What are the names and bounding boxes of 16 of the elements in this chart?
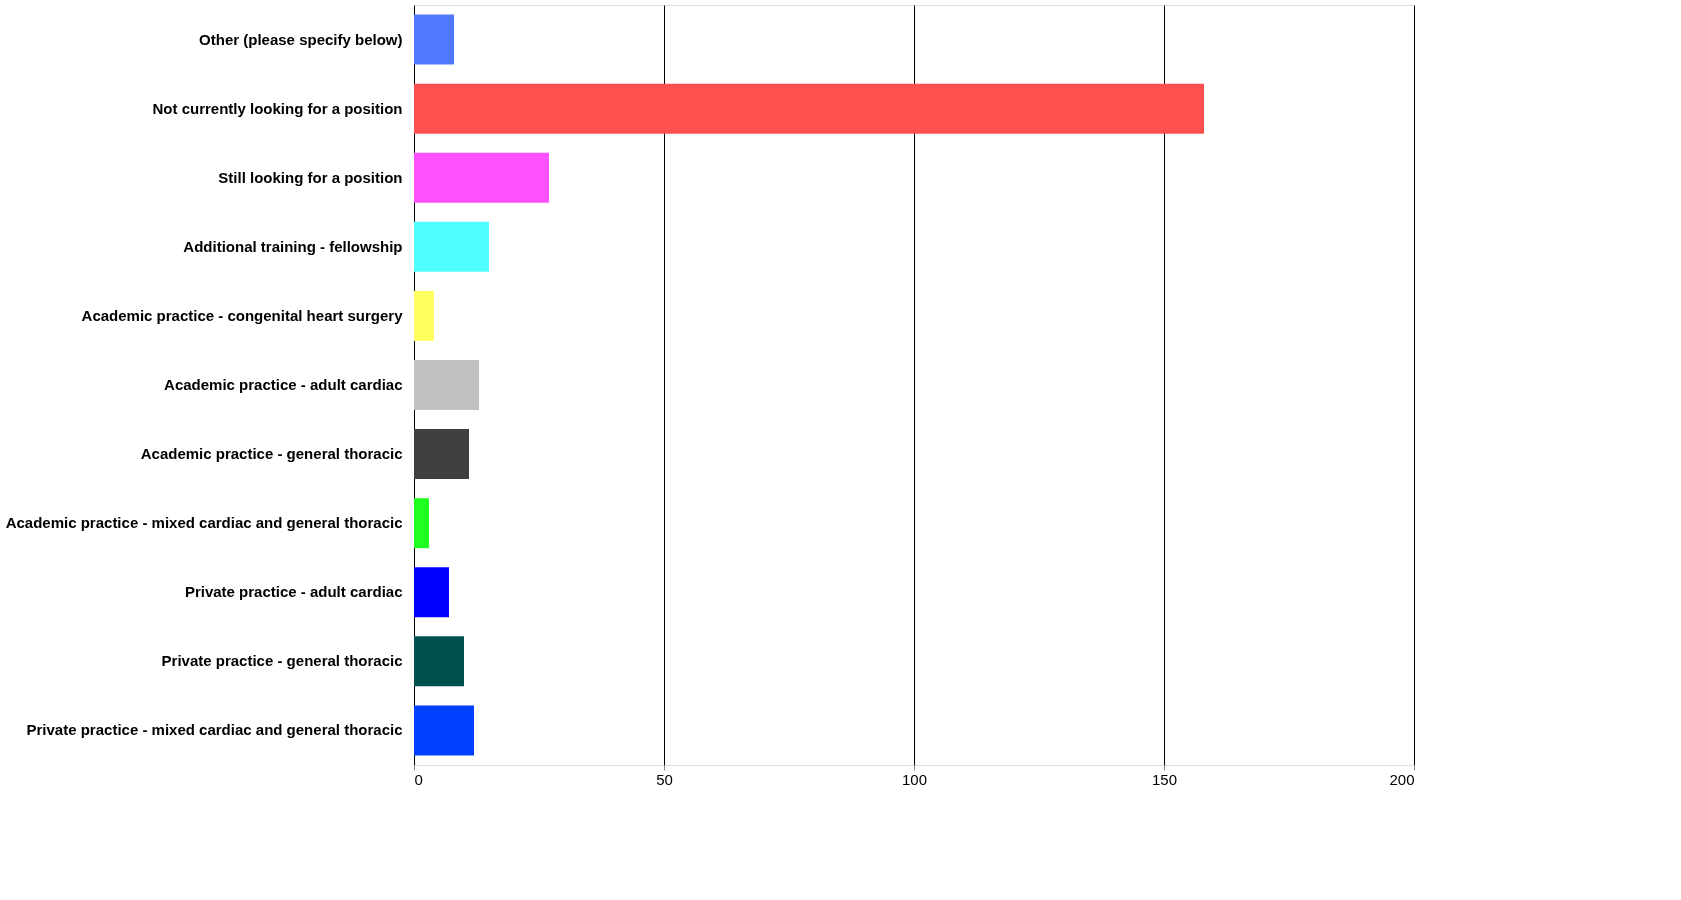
x-tick-label: 0 [414, 770, 423, 788]
y-tick-label: Additional training - fellowship [183, 237, 403, 255]
y-tick-label: Academic practice - mixed cardiac and general thoracic [5, 514, 403, 532]
y-tick-label: Academic practice - general thoracic [140, 445, 403, 463]
x-tick-label: 50 [656, 770, 673, 788]
y-tick-label: Not currently looking for a position [152, 99, 403, 117]
y-tick-label: Private practice - adult cardiac [184, 583, 403, 601]
y-tick-label: Academic practice - adult cardiac [164, 376, 403, 393]
y-tick-label: Other (please specify below) [199, 30, 403, 48]
x-tick-label: 200 [1389, 770, 1415, 788]
y-tick-label: Academic practice - congenital heart surgery [81, 306, 404, 324]
x-tick-label: 100 [901, 770, 928, 788]
y-tick-label: Still looking for a position [218, 168, 403, 186]
x-tick-label: 150 [1151, 770, 1178, 788]
y-tick-label: Private practice - general thoracic [161, 652, 403, 670]
y-tick-label: Private practice - mixed cardiac and general thoracic [26, 721, 403, 739]
